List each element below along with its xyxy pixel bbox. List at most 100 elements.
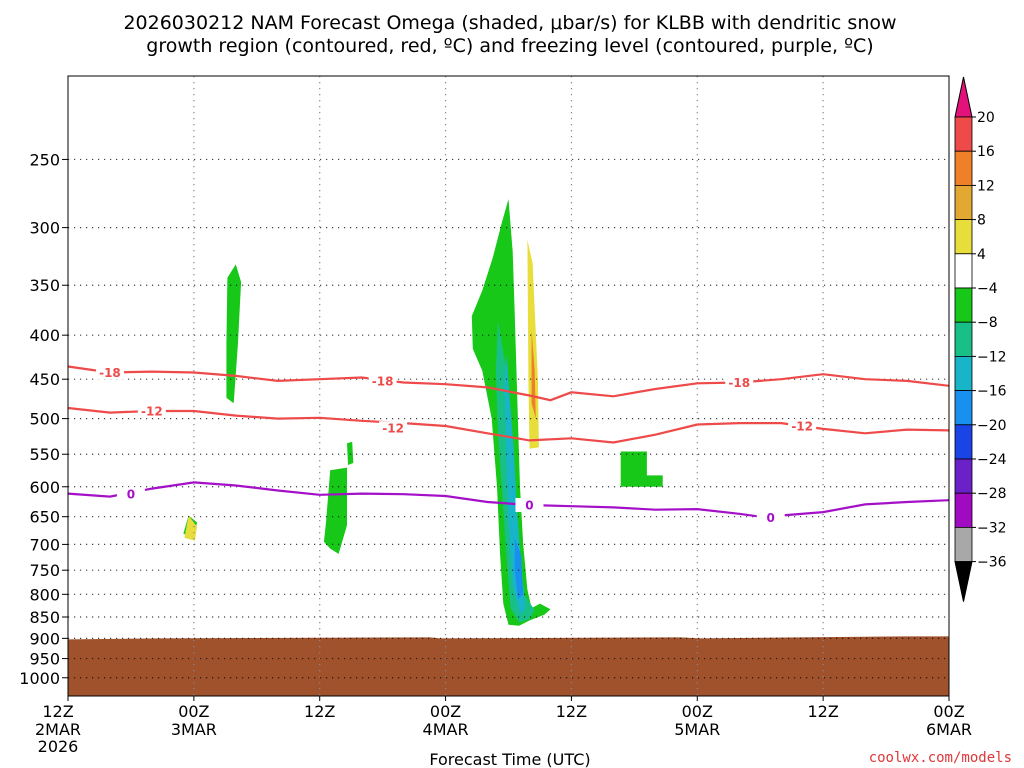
colorbar: 20 16 12 8 4 −4 −8 −12 −16 −20 −24 −28 −32 −36 (954, 76, 1007, 602)
contour-line--18 (67, 365, 950, 402)
contour-labels: -18 -18 -18 -12 -12 -12 0 0 0 (95, 365, 817, 525)
omega-region-5 (471, 199, 551, 626)
colorbar-segment-11 (954, 492, 973, 528)
x-tick-label-0: 12Z (42, 702, 73, 721)
contour-label-2-1: 0 (525, 499, 533, 513)
colorbar-segment-4 (954, 253, 973, 289)
contour-label-2-0: 0 (127, 488, 135, 502)
omega-region-11 (620, 451, 663, 487)
x-tick-date-3: 4MAR (423, 720, 469, 739)
colorbar-label-8: −16 (977, 384, 1007, 400)
terrain-fill (68, 636, 949, 696)
y-tick-label-900: 900 (29, 629, 60, 648)
x-tick-label-1: 00Z (178, 702, 209, 721)
colorbar-label-5: −4 (977, 281, 998, 297)
y-tick-label-500: 500 (29, 410, 60, 429)
contour-label-1-2: -12 (791, 419, 813, 433)
contour-label-bg-2-0 (116, 487, 145, 502)
contour-label-bg-1-0 (137, 404, 166, 419)
x-tick-label-2: 12Z (304, 702, 335, 721)
omega-region-2 (226, 264, 242, 404)
colorbar-segment-3 (954, 219, 973, 255)
colorbar-label-6: −8 (977, 315, 998, 331)
contour-label-bg-2-1 (515, 498, 544, 513)
colorbar-label-4: 4 (977, 247, 986, 263)
contour-label-0-1: -18 (372, 374, 394, 388)
contour-label-bg-1-2 (788, 418, 817, 433)
terrain-area (68, 636, 949, 696)
y-tick-label-400: 400 (29, 326, 60, 345)
contour-label-0-0: -18 (99, 366, 121, 380)
colorbar-segment-12 (954, 527, 973, 563)
contour-label-0-2: -18 (728, 376, 750, 390)
colorbar-label-9: −20 (977, 418, 1007, 434)
contour-label-bg-2-2 (756, 510, 785, 525)
colorbar-top-arrow (954, 76, 973, 118)
y-tick-label-250: 250 (29, 150, 60, 169)
contour-label-bg-1-1 (379, 421, 408, 436)
y-tick-label-650: 650 (29, 508, 60, 527)
contour-label-bg-0-2 (725, 375, 754, 390)
colorbar-segment-8 (954, 390, 973, 426)
colorbar-segment-9 (954, 424, 973, 460)
grid-lines (68, 76, 949, 696)
omega-region-9 (527, 239, 539, 449)
y-tick-label-750: 750 (29, 561, 60, 580)
colorbar-label-11: −28 (977, 486, 1007, 502)
y-tick-label-550: 550 (29, 445, 60, 464)
omega-region-1 (184, 515, 197, 541)
y-tick-label-950: 950 (29, 650, 60, 669)
contour-label-bg-0-0 (95, 365, 124, 380)
colorbar-bottom-arrow (954, 561, 973, 602)
colorbar-segment-1 (954, 150, 973, 186)
x-tick-label-6: 12Z (807, 702, 838, 721)
contour-label-bg-0-1 (368, 373, 397, 388)
colorbar-label-10: −24 (977, 452, 1007, 468)
contour-label-1-0: -12 (141, 405, 163, 419)
colorbar-segment-0 (954, 116, 973, 152)
y-tick-label-1000: 1000 (19, 669, 60, 688)
omega-shading (183, 199, 663, 626)
omega-region-4 (347, 441, 354, 465)
colorbar-label-13: −36 (977, 555, 1007, 571)
y-tick-label-800: 800 (29, 585, 60, 604)
x-tick-date-1: 3MAR (171, 720, 217, 739)
y-axis: 250 300 350 400 450 500 550 600 650 700 750 800 850 9… (19, 150, 68, 688)
colorbar-segment-2 (954, 184, 973, 220)
y-tick-label-300: 300 (29, 219, 60, 238)
y-tick-label-850: 850 (29, 608, 60, 627)
colorbar-label-7: −12 (977, 349, 1007, 365)
contour-label-2-2: 0 (767, 511, 775, 525)
contour-label-1-1: -12 (382, 422, 404, 436)
colorbar-label-2: 12 (977, 178, 995, 194)
colorbar-label-3: 8 (977, 213, 986, 229)
omega-region-7 (504, 353, 526, 615)
colorbar-segment-5 (954, 287, 973, 323)
colorbar-label-12: −32 (977, 520, 1007, 536)
y-tick-label-700: 700 (29, 535, 60, 554)
y-tick-label-450: 450 (29, 370, 60, 389)
x-tick-date-7: 6MAR (926, 720, 972, 739)
omega-region-8 (514, 539, 524, 599)
x-tick-label-5: 00Z (682, 702, 713, 721)
x-tick-label-4: 12Z (556, 702, 587, 721)
x-tick-label-3: 00Z (430, 702, 461, 721)
chart-title-line2: growth region (contoured, red, ºC) and f… (146, 35, 873, 57)
x-axis-label: Forecast Time (UTC) (429, 750, 590, 768)
x-tick-year-0: 2026 (38, 737, 79, 756)
colorbar-label-1: 16 (977, 144, 995, 160)
chart-title-line1: 2026030212 NAM Forecast Omega (shaded, μ… (123, 12, 896, 34)
colorbar-segment-10 (954, 458, 973, 494)
colorbar-segment-7 (954, 355, 973, 391)
y-tick-label-600: 600 (29, 478, 60, 497)
colorbar-label-0: 20 (977, 110, 995, 126)
x-tick-date-5: 5MAR (674, 720, 720, 739)
colorbar-segment-6 (954, 321, 973, 357)
y-tick-label-350: 350 (29, 276, 60, 295)
omega-region-3 (323, 467, 347, 554)
x-tick-date-0: 2MAR (35, 720, 81, 739)
credit-text: coolwx.com/models (869, 750, 1012, 766)
plot-frame (67, 75, 950, 697)
